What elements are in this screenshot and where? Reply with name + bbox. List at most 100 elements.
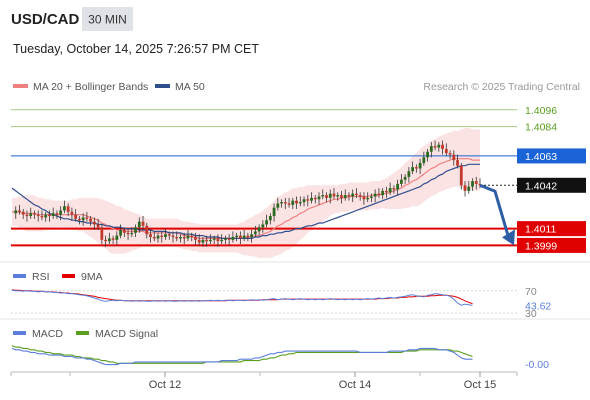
candle-body [231,237,235,240]
candle-body [317,196,321,200]
candle-body [141,221,145,226]
candle-body [370,196,373,198]
candle-body [227,238,231,240]
candle-body [18,210,21,212]
moving-averages [11,158,480,239]
candle-body [224,238,227,240]
candle-body [238,235,242,239]
candle-body [220,239,224,242]
candle-body [205,239,209,242]
macd-pane: -0.00 [11,345,549,371]
candle-body [343,195,347,198]
candle-body [89,218,93,222]
candle-body [122,230,126,233]
candle-body [104,239,107,242]
candle-body [130,232,134,235]
candle-body [414,167,418,169]
candle-body [478,183,482,186]
candle-body [197,239,201,243]
macd-signal-legend-swatch [76,331,89,335]
macd-line [11,347,473,366]
candle-body [366,197,370,200]
candle-body [444,148,448,154]
x-tick-label: Oct 14 [339,379,371,391]
candle-body [429,146,433,152]
candle-body [100,227,104,240]
candle-body [313,197,317,200]
forecast-arrow-head [502,229,515,246]
candle-body [373,193,377,197]
ma50-legend-label: MA 50 [175,81,205,93]
candle-body [235,235,239,238]
candle-body [388,188,392,193]
candle-body [381,190,385,196]
ma20-legend-label: MA 20 + Bollinger Bands [33,81,148,93]
candle-body [340,195,343,198]
candle-body [280,202,283,204]
candle-body [55,213,59,215]
candle-body [246,235,250,238]
candle-body [407,171,411,177]
candle-body [362,196,366,200]
macd-legend-swatch [13,331,26,335]
candle-body [463,185,467,191]
rsi-line [11,289,473,306]
candle-body [149,234,152,238]
candle-body [182,237,186,239]
candle-body [403,176,407,180]
candle-body [137,221,141,228]
candle-body [418,162,422,169]
timeframe-badge[interactable] [82,7,133,31]
candle-body [216,238,220,242]
candle-body [396,183,400,190]
candle-body [310,197,313,201]
candle-body [156,235,160,239]
candle-body [126,232,130,235]
candle-body [152,237,156,239]
candle-body [175,237,179,239]
candle-body [272,207,276,217]
credit-label: Research © 2025 Trading Central [423,81,580,93]
candle-body [14,210,18,214]
candle-body [321,195,325,197]
candle-body [201,239,205,243]
candle-body [276,203,280,208]
candle-body [33,213,36,215]
macd-axis-label: -0.00 [525,359,549,371]
bollinger-bands [12,128,480,258]
candle-body [186,235,190,239]
candle-body [59,210,63,215]
candle-body [268,216,272,221]
candle-body [392,188,396,190]
bollinger-band-fill [12,128,480,258]
candle-body [242,235,246,239]
candle-body [96,224,100,228]
ma20-legend-swatch [13,84,28,88]
candle-body [459,165,463,186]
candle-body [332,193,336,197]
candle-body [253,231,257,235]
rsi-ma-legend-swatch [62,274,75,278]
level-labels: 1.4096 1.4084 1.4063 1.4011 1.3999 1.4042 [484,105,586,253]
candle-body [261,224,265,228]
candle-body [448,153,452,155]
level-label-support: 1.3999 [525,240,557,252]
rsi-axis-label: 30 [525,308,537,320]
candle-body [328,193,332,198]
candle-body [167,234,171,236]
candle-body [385,190,388,193]
candle-body [160,235,164,238]
ma20-line [12,158,480,239]
candle-body [179,237,182,239]
candle-body [336,195,340,197]
candle-body [212,238,216,240]
candle-body [119,230,122,236]
candle-body [471,181,474,187]
candle-body [265,220,268,225]
forecast-arrow [479,183,515,246]
candle-body [325,195,328,198]
candle-body [111,238,115,240]
level-label-support: 1.4011 [525,224,556,236]
candle-body [422,157,426,163]
